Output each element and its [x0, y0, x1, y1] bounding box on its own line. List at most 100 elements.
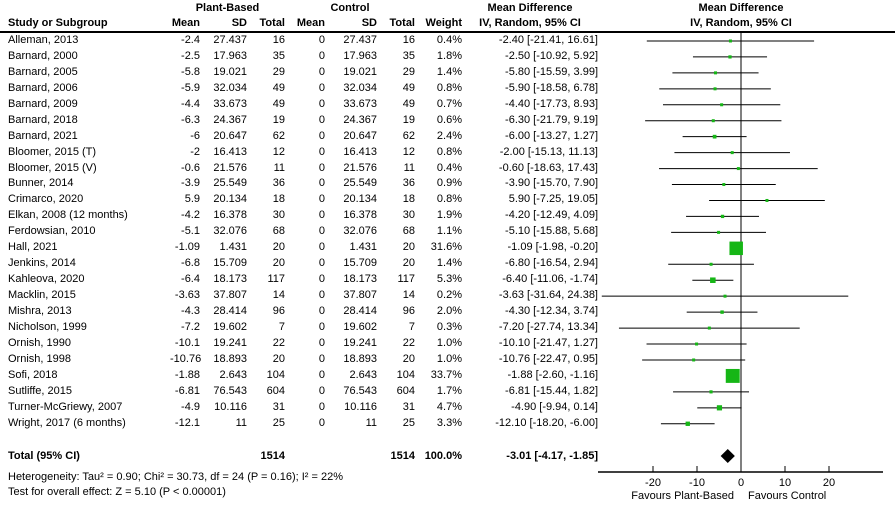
total-plant: 49 — [272, 81, 285, 94]
axis-tick-label: 10 — [779, 477, 791, 489]
column-header-iv-ci: IV, Random, 95% CI — [479, 17, 581, 29]
total-control: 30 — [402, 209, 415, 222]
study-name: Macklin, 2015 — [8, 289, 76, 301]
total-control: 104 — [396, 368, 415, 381]
group-header-plant-based: Plant-Based — [195, 2, 260, 14]
total-plant: 20 — [272, 352, 285, 365]
effect-square — [722, 183, 726, 187]
ci-text: -3.90 [-15.70, 7.90] — [505, 177, 598, 190]
axis-tick-label: 0 — [738, 477, 744, 489]
sd-control: 20.647 — [343, 129, 377, 142]
study-row: Bunner, 2014 -3.9 25.549 36 0 25.549 36 0.9% -3.… — [0, 176, 598, 192]
mean-control: 0 — [318, 241, 325, 254]
mean-control: 0 — [318, 65, 325, 78]
column-header-total1: Total — [259, 17, 285, 29]
sd-control: 11 — [365, 416, 377, 429]
sd-plant: 15.709 — [213, 257, 247, 270]
total-plant: 35 — [272, 49, 285, 62]
mean-plant: -4.3 — [181, 304, 200, 317]
effect-square — [717, 230, 721, 234]
weight-value: 2.4% — [436, 129, 462, 142]
study-row: Ferdowsian, 2010 -5.1 32.076 68 0 32.076 68 1.1… — [0, 224, 598, 240]
study-row: Hall, 2021 -1.09 1.431 20 0 1.431 20 31.6% -1.09… — [0, 240, 598, 256]
study-name: Ornish, 1998 — [8, 352, 71, 365]
mean-plant: -0.6 — [181, 161, 200, 174]
mean-control: 0 — [318, 273, 325, 286]
sd-plant: 11 — [235, 416, 247, 429]
total-plant: 31 — [272, 400, 285, 413]
study-name: Barnard, 2000 — [8, 49, 78, 62]
total-plant: 25 — [272, 416, 285, 429]
study-row: Macklin, 2015 -3.63 37.807 14 0 37.807 14 0.2% -… — [0, 288, 598, 304]
sd-control: 16.378 — [343, 209, 377, 222]
weight-value: 0.8% — [436, 193, 462, 206]
total-control: 20 — [402, 352, 415, 365]
study-row: Barnard, 2018 -6.3 24.367 19 0 24.367 19 0.6% -6… — [0, 113, 598, 129]
mean-plant: -10.76 — [170, 352, 202, 365]
study-name: Wright, 2017 (6 months) — [8, 416, 126, 429]
ci-text: -6.00 [-13.27, 1.27] — [505, 129, 598, 142]
weight-value: 31.6% — [430, 241, 462, 254]
sd-control: 27.437 — [343, 34, 377, 46]
total-control: 7 — [408, 320, 415, 333]
mean-plant: -5.1 — [181, 225, 200, 238]
column-header-weight: Weight — [425, 17, 462, 29]
column-header-mean-difference: Mean Difference — [487, 2, 573, 14]
total-plant: 49 — [272, 97, 285, 110]
total-plant: 36 — [272, 177, 285, 190]
sd-control: 18.893 — [343, 352, 377, 365]
sd-control: 20.134 — [343, 193, 377, 206]
study-name: Alleman, 2013 — [8, 34, 79, 46]
total-plant: 29 — [272, 65, 285, 78]
total-n1: 1514 — [260, 450, 285, 462]
study-table-body: Alleman, 2013 -2.4 27.437 16 0 27.437 16 0.4% -2… — [0, 33, 598, 431]
mean-plant: -4.2 — [181, 209, 200, 222]
sd-control: 21.576 — [343, 161, 377, 174]
mean-plant: -6 — [190, 129, 200, 142]
column-header-sd1: SD — [231, 17, 247, 29]
total-control: 62 — [402, 129, 415, 142]
mean-plant: -7.2 — [181, 320, 200, 333]
total-label: Total (95% CI) — [8, 450, 80, 462]
weight-value: 1.9% — [436, 209, 462, 222]
column-header-total2: Total — [389, 17, 415, 29]
total-plant: 20 — [272, 241, 285, 254]
study-name: Barnard, 2021 — [8, 129, 78, 142]
effect-square — [728, 39, 732, 43]
ci-text: -5.10 [-15.88, 5.68] — [505, 225, 598, 238]
sd-control: 1.431 — [349, 241, 377, 254]
sd-plant: 21.576 — [213, 161, 247, 174]
study-row: Mishra, 2013 -4.3 28.414 96 0 28.414 96 2.0% -4.… — [0, 304, 598, 320]
total-plant: 104 — [266, 368, 285, 381]
mean-control: 0 — [318, 225, 325, 238]
study-name: Barnard, 2009 — [8, 97, 78, 110]
mean-control: 0 — [318, 400, 325, 413]
mean-plant: -2 — [190, 145, 200, 158]
total-control: 31 — [402, 400, 415, 413]
mean-control: 0 — [318, 336, 325, 349]
mean-control: 0 — [318, 416, 325, 429]
weight-value: 0.8% — [436, 81, 462, 94]
study-row: Barnard, 2009 -4.4 33.673 49 0 33.673 49 0.7% -4… — [0, 97, 598, 113]
sd-control: 28.414 — [343, 304, 377, 317]
total-control: 49 — [402, 81, 415, 94]
study-name: Barnard, 2006 — [8, 81, 78, 94]
total-control: 29 — [402, 65, 415, 78]
weight-value: 3.3% — [436, 416, 462, 429]
total-plant: 18 — [272, 193, 285, 206]
total-row: Total (95% CI) 1514 1514 100.0% -3.01 [-… — [0, 448, 598, 464]
column-header-study: Study or Subgroup — [8, 17, 108, 29]
sd-control: 19.602 — [343, 320, 377, 333]
study-row: Barnard, 2005 -5.8 19.021 29 0 19.021 29 1.4% -5… — [0, 65, 598, 81]
study-row: Barnard, 2021 -6 20.647 62 0 20.647 62 2.4% -6.0… — [0, 129, 598, 145]
sd-plant: 32.034 — [213, 81, 247, 94]
study-row: Bloomer, 2015 (V) -0.6 21.576 11 0 21.576 11 0.… — [0, 161, 598, 177]
mean-plant: -3.9 — [181, 177, 200, 190]
ci-text: -2.50 [-10.92, 5.92] — [505, 49, 598, 62]
weight-value: 1.7% — [436, 384, 462, 397]
ci-text: -5.90 [-18.58, 6.78] — [505, 81, 598, 94]
ci-text: -1.88 [-2.60, -1.16] — [507, 368, 599, 381]
study-row: Ornish, 1990 -10.1 19.241 22 0 19.241 22 1.0% -1… — [0, 336, 598, 352]
total-control: 20 — [402, 257, 415, 270]
sd-plant: 18.893 — [213, 352, 247, 365]
